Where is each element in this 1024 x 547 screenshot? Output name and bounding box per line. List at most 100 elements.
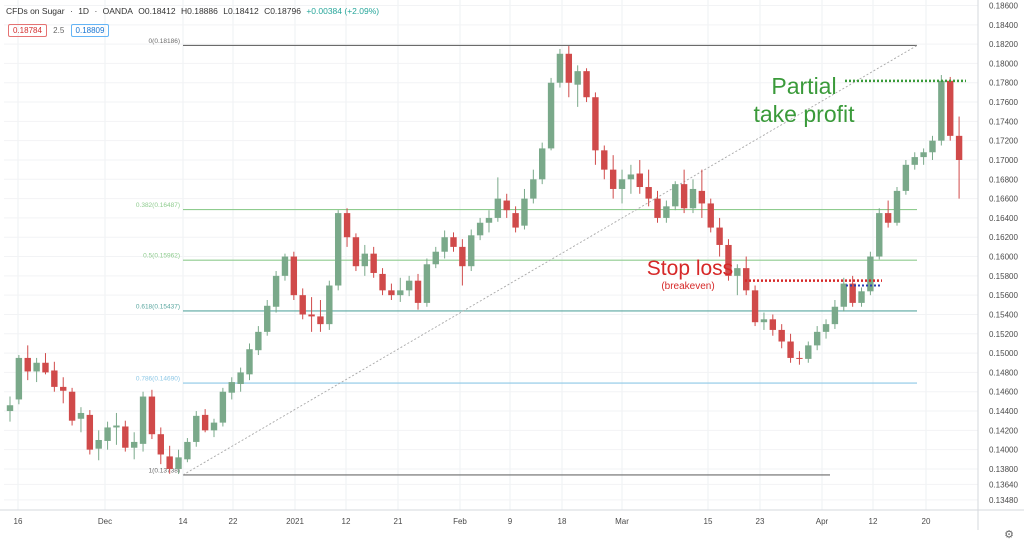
candle-body (920, 152, 927, 158)
candle-body (494, 198, 502, 218)
candle-body (281, 256, 289, 276)
candle-body (51, 370, 58, 387)
candle-body (636, 173, 643, 188)
y-tick-label: 0.15600 (989, 291, 1018, 300)
sell-price-badge[interactable]: 0.18784 (8, 24, 47, 37)
candle-body (565, 53, 573, 83)
fib-level-label: 0.5(0.15962) (143, 253, 180, 260)
y-tick-label: 0.15800 (989, 272, 1018, 281)
candle-body (157, 434, 164, 455)
y-tick-label: 0.17800 (989, 79, 1018, 88)
candle-body (175, 457, 182, 469)
candle-body (760, 319, 768, 323)
candle-body (379, 273, 386, 291)
y-tick-label: 0.13800 (989, 465, 1018, 474)
candle-body (938, 80, 945, 141)
candle-body (432, 251, 439, 265)
candle-body (24, 357, 31, 372)
candle-body (743, 268, 750, 291)
candle-body (840, 283, 847, 307)
fib-level-label: 0(0.18186) (149, 38, 180, 45)
candle-body (95, 439, 102, 449)
candle-body (689, 188, 697, 209)
candle-body (796, 357, 803, 359)
candle-body (15, 357, 23, 400)
candle-body (255, 331, 262, 351)
candle-body (166, 456, 173, 469)
stop-loss-label: Stop loss (647, 257, 733, 280)
candle-body (77, 412, 85, 419)
x-tick-label: Dec (98, 517, 112, 526)
ohlc-change: +0.00384 (+2.09%) (306, 6, 380, 16)
candle-body (547, 82, 555, 149)
candle-body (104, 427, 111, 441)
interval: 1D (78, 6, 90, 16)
y-tick-label: 0.16000 (989, 253, 1018, 262)
price-badges: 0.18784 2.5 0.18809 (8, 24, 113, 37)
candle-body (929, 140, 936, 153)
candle-body (831, 306, 839, 325)
partial-take-profit-label: Partial (771, 73, 836, 99)
candle-body (769, 319, 777, 330)
candle-body (476, 222, 484, 236)
candle-body (397, 290, 404, 296)
symbol-header: CFDs on Sugar · 1D · OANDA O0.18412 H0.1… (6, 6, 380, 16)
candle-body (414, 280, 422, 303)
y-tick-label: 0.15000 (989, 349, 1018, 358)
candle-body (246, 349, 253, 375)
y-tick-label: 0.13640 (989, 480, 1018, 489)
candle-body (858, 291, 865, 303)
candle-body (893, 190, 901, 223)
y-tick-label: 0.14200 (989, 426, 1018, 435)
y-tick-label: 0.17200 (989, 137, 1018, 146)
candle-body (459, 246, 466, 267)
candle-body (902, 164, 910, 191)
y-tick-label: 0.17000 (989, 156, 1018, 165)
x-tick-label: 20 (922, 517, 931, 526)
candle-body (148, 396, 156, 435)
candle-body (698, 190, 706, 204)
candle-body (530, 179, 537, 199)
candle-body (787, 341, 794, 358)
gear-icon[interactable]: ⚙ (1004, 529, 1014, 541)
candle-body (672, 184, 679, 207)
candle-body (512, 213, 519, 228)
x-tick-label: 9 (508, 517, 513, 526)
exchange: OANDA (102, 6, 133, 16)
candle-body (130, 441, 138, 448)
candle-body (228, 382, 235, 393)
candle-body (326, 285, 333, 325)
candle-body (352, 237, 360, 267)
candle-body (707, 203, 714, 228)
x-tick-label: 15 (704, 517, 713, 526)
candle-body (60, 386, 67, 391)
y-tick-label: 0.18400 (989, 21, 1018, 30)
candle-body (654, 198, 661, 218)
candle-body (317, 316, 324, 325)
candle-body (539, 148, 546, 180)
candle-body (405, 280, 413, 291)
buy-price-badge[interactable]: 0.18809 (70, 24, 110, 37)
x-tick-label: 12 (869, 517, 878, 526)
candle-body (618, 179, 626, 189)
x-tick-label: 14 (179, 517, 188, 526)
candle-body (361, 253, 368, 267)
candle-body (583, 71, 590, 98)
y-tick-label: 0.18000 (989, 59, 1018, 68)
candle-body (813, 331, 821, 346)
candle-body (299, 295, 306, 315)
candle-body (139, 396, 147, 444)
y-tick-label: 0.15400 (989, 310, 1018, 319)
candle-body (33, 362, 40, 372)
fib-trendline (182, 45, 918, 476)
candle-body (627, 174, 635, 180)
candle-body (423, 264, 431, 303)
x-tick-label: 22 (229, 517, 238, 526)
candle-body (485, 217, 493, 223)
y-tick-label: 0.13480 (989, 496, 1018, 505)
ohlc-close: C0.18796 (264, 6, 301, 16)
y-tick-label: 0.18200 (989, 40, 1018, 49)
fib-level-label: 1(0.13738) (149, 467, 180, 474)
x-tick-label: 23 (756, 517, 765, 526)
candle-body (556, 53, 564, 83)
